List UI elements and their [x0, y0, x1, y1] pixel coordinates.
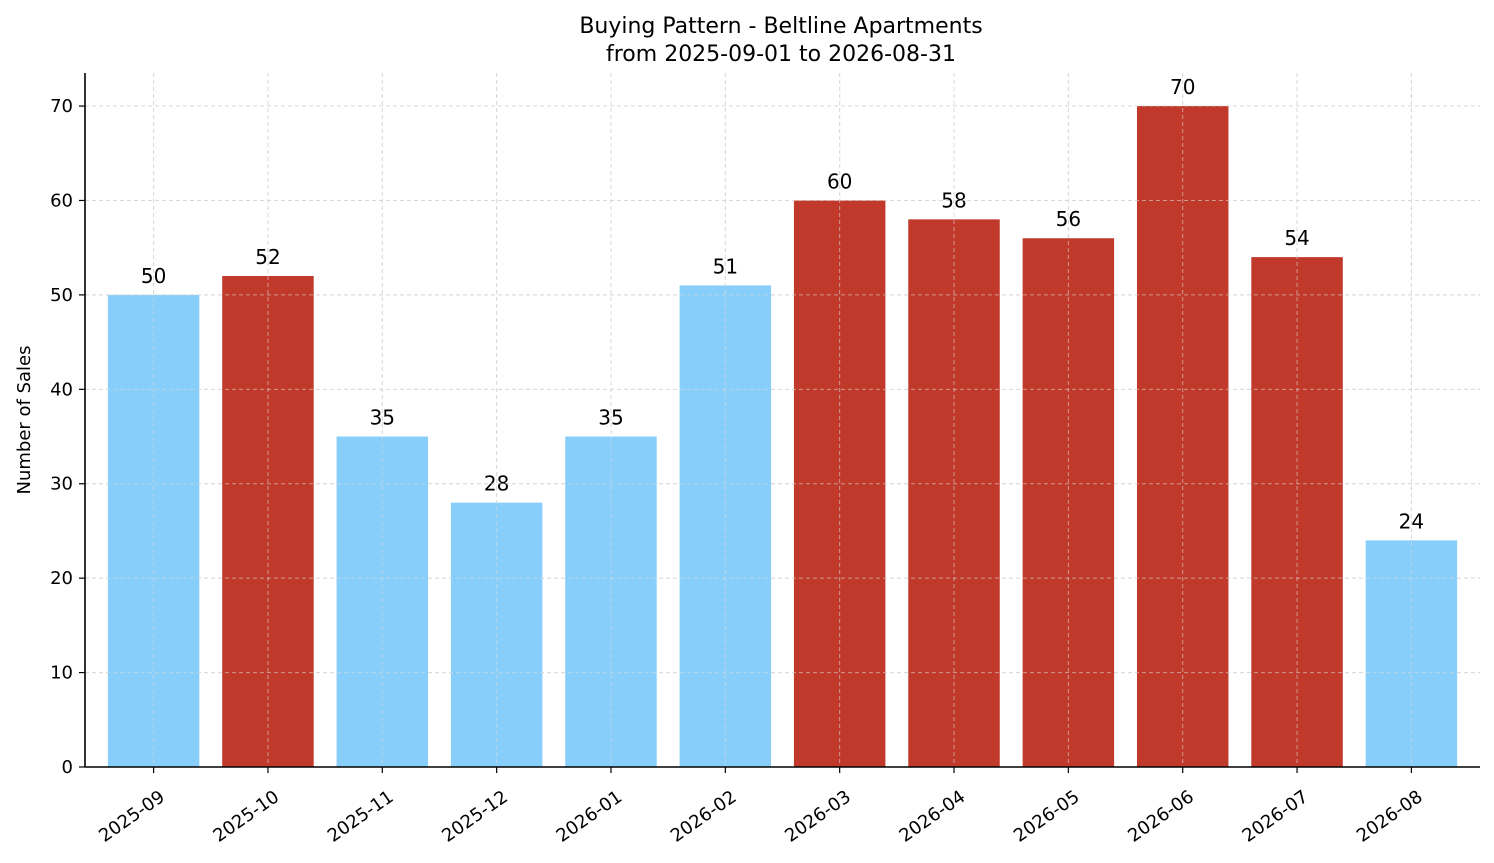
x-tick-label: 2026-01 — [553, 786, 627, 846]
y-tick-label: 70 — [50, 96, 73, 117]
y-tick-label: 40 — [50, 379, 73, 400]
y-tick-label: 50 — [50, 285, 73, 306]
x-tick-label: 2025-09 — [95, 786, 169, 846]
y-axis-label: Number of Sales — [14, 345, 35, 494]
x-ticks: 2025-09 2025-10 2025-11 2025-12 2026-01 2026-… — [95, 767, 1427, 847]
chart-title: Buying Pattern - Beltline Apartments — [579, 14, 982, 39]
x-tick-label: 2025-12 — [438, 786, 512, 846]
y-tick-label: 10 — [50, 663, 73, 684]
x-tick-label: 2025-10 — [209, 786, 283, 846]
axes — [84, 73, 1480, 768]
y-tick-label: 0 — [62, 757, 73, 778]
y-tick-label: 30 — [50, 474, 73, 495]
chart-subtitle: from 2025-09-01 to 2026-08-31 — [606, 42, 956, 67]
x-tick-label: 2026-07 — [1239, 786, 1313, 846]
x-tick-label: 2026-05 — [1010, 786, 1084, 846]
x-tick-label: 2026-04 — [896, 786, 970, 846]
x-tick-label: 2026-03 — [781, 786, 855, 846]
x-tick-label: 2025-11 — [324, 786, 398, 846]
x-tick-label: 2026-02 — [667, 786, 741, 846]
y-tick-label: 20 — [50, 568, 73, 589]
bar-2026-02 — [679, 285, 772, 767]
y-tick-label: 60 — [50, 190, 73, 211]
y-ticks: 0 10 20 30 40 50 60 70 — [50, 96, 85, 778]
x-tick-label: 2026-06 — [1124, 786, 1198, 846]
bar-2026-06 — [1136, 106, 1229, 768]
x-tick-label: 2026-08 — [1353, 786, 1427, 846]
bars — [107, 106, 1458, 768]
